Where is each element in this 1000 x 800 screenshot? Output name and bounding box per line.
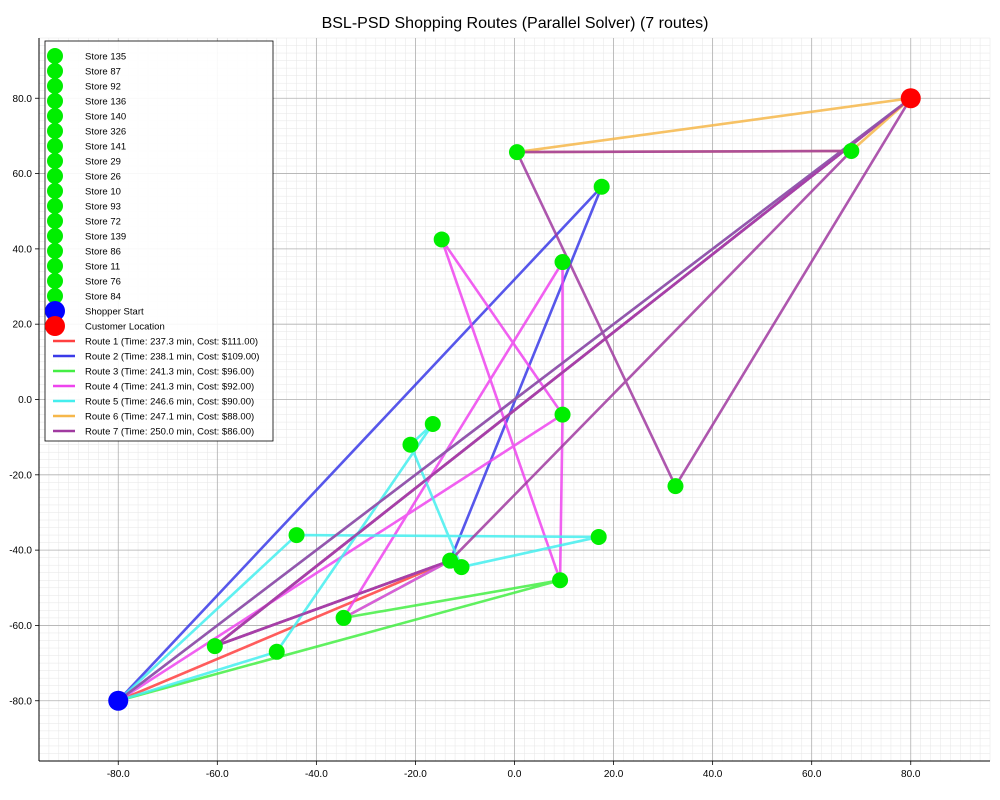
- legend-label: Route 2 (Time: 238.1 min, Cost: $109.00): [85, 352, 259, 363]
- store-marker: [590, 528, 607, 545]
- legend-marker-swatch: [47, 153, 63, 169]
- x-tick-label: -60.0: [206, 769, 229, 780]
- store-marker: [508, 144, 525, 161]
- legend-marker-swatch: [47, 198, 63, 214]
- legend-box: [44, 40, 274, 442]
- legend-label: Route 3 (Time: 241.3 min, Cost: $96.00): [85, 367, 254, 378]
- store-marker: [554, 254, 571, 271]
- legend-label: Store 10: [85, 187, 121, 198]
- legend-label: Store 76: [85, 277, 121, 288]
- store-marker: [433, 231, 450, 248]
- store-marker: [593, 178, 610, 195]
- x-tick-label: 60.0: [802, 769, 822, 780]
- location-markers: [108, 88, 921, 711]
- legend-marker-swatch: [47, 273, 63, 289]
- legend-label: Store 87: [85, 67, 121, 78]
- x-tick-label: -20.0: [404, 769, 427, 780]
- legend-label: Store 29: [85, 157, 121, 168]
- legend: Store 135 Store 87 Store 92 Store 136 Store …: [44, 40, 274, 442]
- store-marker: [402, 436, 419, 453]
- store-marker: [268, 643, 285, 660]
- y-tick-label: -60.0: [9, 621, 32, 632]
- legend-label: Route 6 (Time: 247.1 min, Cost: $88.00): [85, 412, 254, 423]
- legend-label: Store 86: [85, 247, 121, 258]
- legend-marker-swatch: [47, 168, 63, 184]
- y-tick-label: -40.0: [9, 546, 32, 557]
- store-marker: [335, 609, 352, 626]
- legend-marker-swatch: [45, 316, 65, 336]
- legend-label: Store 26: [85, 172, 121, 183]
- y-tick-label: -80.0: [9, 696, 32, 707]
- y-tick-label: -20.0: [9, 470, 32, 481]
- store-marker: [424, 415, 441, 432]
- legend-label: Store 72: [85, 217, 121, 228]
- store-marker: [552, 572, 569, 589]
- legend-marker-swatch: [47, 243, 63, 259]
- customer-location-marker: [900, 88, 921, 109]
- legend-label: Store 84: [85, 292, 121, 303]
- store-marker: [667, 478, 684, 495]
- y-tick-label: 80.0: [13, 94, 33, 105]
- legend-label: Store 135: [85, 52, 126, 63]
- legend-marker-swatch: [47, 213, 63, 229]
- x-tick-label: -80.0: [107, 769, 130, 780]
- legend-label: Store 136: [85, 97, 126, 108]
- y-tick-label: 60.0: [13, 169, 33, 180]
- y-tick-label: 40.0: [13, 244, 33, 255]
- legend-label: Route 4 (Time: 241.3 min, Cost: $92.00): [85, 382, 254, 393]
- legend-label: Store 11: [85, 262, 120, 273]
- y-tick-label: 20.0: [13, 320, 33, 331]
- shopper-start-marker: [108, 690, 129, 711]
- x-tick-label: 0.0: [508, 769, 522, 780]
- legend-marker-swatch: [47, 183, 63, 199]
- legend-marker-swatch: [47, 108, 63, 124]
- x-tick-label: 40.0: [703, 769, 723, 780]
- legend-label: Store 141: [85, 142, 126, 153]
- legend-label: Route 1 (Time: 237.3 min, Cost: $111.00): [85, 337, 258, 348]
- legend-label: Customer Location: [85, 322, 165, 333]
- legend-label: Store 326: [85, 127, 126, 138]
- legend-label: Store 93: [85, 202, 121, 213]
- legend-marker-swatch: [47, 138, 63, 154]
- legend-marker-swatch: [47, 288, 63, 304]
- legend-marker-swatch: [47, 93, 63, 109]
- legend-label: Store 139: [85, 232, 126, 243]
- store-marker: [554, 406, 571, 423]
- x-tick-label: -40.0: [305, 769, 328, 780]
- legend-label: Shopper Start: [85, 307, 144, 318]
- chart-title: BSL-PSD Shopping Routes (Parallel Solver…: [322, 15, 709, 32]
- legend-marker-swatch: [47, 258, 63, 274]
- route-line-7: [117, 96, 913, 702]
- x-tick-label: 80.0: [901, 769, 921, 780]
- legend-marker-swatch: [47, 48, 63, 64]
- store-marker: [843, 142, 860, 159]
- store-marker: [206, 638, 223, 655]
- legend-marker-swatch: [45, 301, 65, 321]
- legend-marker-swatch: [47, 63, 63, 79]
- legend-marker-swatch: [47, 123, 63, 139]
- legend-marker-swatch: [47, 228, 63, 244]
- legend-marker-swatch: [47, 78, 63, 94]
- legend-label: Route 5 (Time: 246.6 min, Cost: $90.00): [85, 397, 254, 408]
- legend-label: Store 140: [85, 112, 126, 123]
- y-tick-label: 0.0: [18, 395, 32, 406]
- x-tick-label: 20.0: [604, 769, 624, 780]
- store-marker: [453, 559, 470, 576]
- legend-label: Route 7 (Time: 250.0 min, Cost: $86.00): [85, 427, 254, 438]
- route-lines: [116, 96, 913, 703]
- legend-label: Store 92: [85, 82, 121, 93]
- store-marker: [288, 527, 305, 544]
- axes: -80.0 -60.0 -40.0 -20.0 0.0 20.0 40.0 60.0 80.0 -…: [9, 38, 990, 780]
